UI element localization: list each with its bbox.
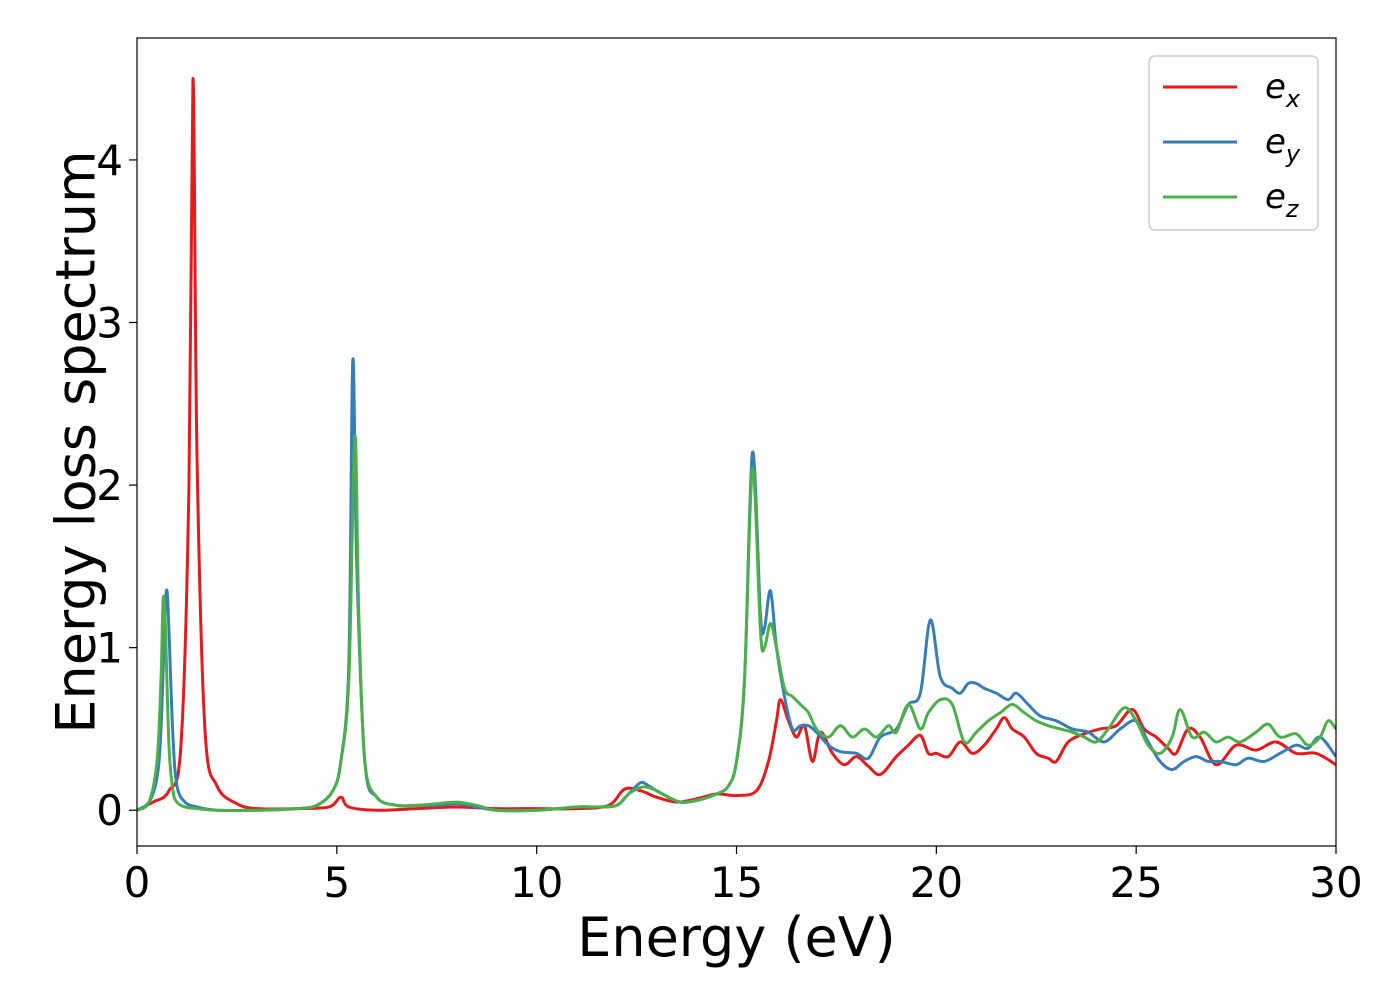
x-tick-label: 15 bbox=[710, 858, 763, 907]
y-tick-label: 3 bbox=[96, 299, 123, 348]
y-axis: 0 1 2 3 4 bbox=[96, 136, 137, 835]
x-tick-label: 5 bbox=[323, 858, 350, 907]
series-line-ex bbox=[137, 77, 1336, 812]
legend-label: ex bbox=[1265, 67, 1301, 113]
legend-label: ey bbox=[1265, 122, 1301, 168]
legend: ex ey ez bbox=[1148, 55, 1319, 231]
x-tick-label: 20 bbox=[910, 858, 963, 907]
series-layer bbox=[137, 77, 1336, 813]
legend-item-ez: ez bbox=[1163, 177, 1300, 223]
plot-area bbox=[136, 37, 1337, 847]
x-axis-label: Energy (eV) bbox=[577, 906, 896, 969]
x-axis: 0 5 10 15 20 25 30 bbox=[124, 846, 1363, 907]
y-axis-label: Energy loss spectrum bbox=[45, 150, 108, 733]
legend-item-ex: ex bbox=[1163, 67, 1301, 113]
x-tick-label: 10 bbox=[510, 858, 563, 907]
y-tick-label: 2 bbox=[96, 461, 123, 510]
x-tick-label: 25 bbox=[1109, 858, 1162, 907]
x-tick-label: 0 bbox=[124, 858, 151, 907]
y-tick-label: 1 bbox=[96, 624, 123, 673]
legend-label: ez bbox=[1265, 177, 1300, 223]
x-tick-label: 30 bbox=[1309, 858, 1362, 907]
series-line-ez bbox=[137, 434, 1336, 813]
legend-item-ey: ey bbox=[1163, 122, 1301, 168]
y-tick-label: 4 bbox=[96, 136, 123, 185]
y-tick-label: 0 bbox=[96, 786, 123, 835]
